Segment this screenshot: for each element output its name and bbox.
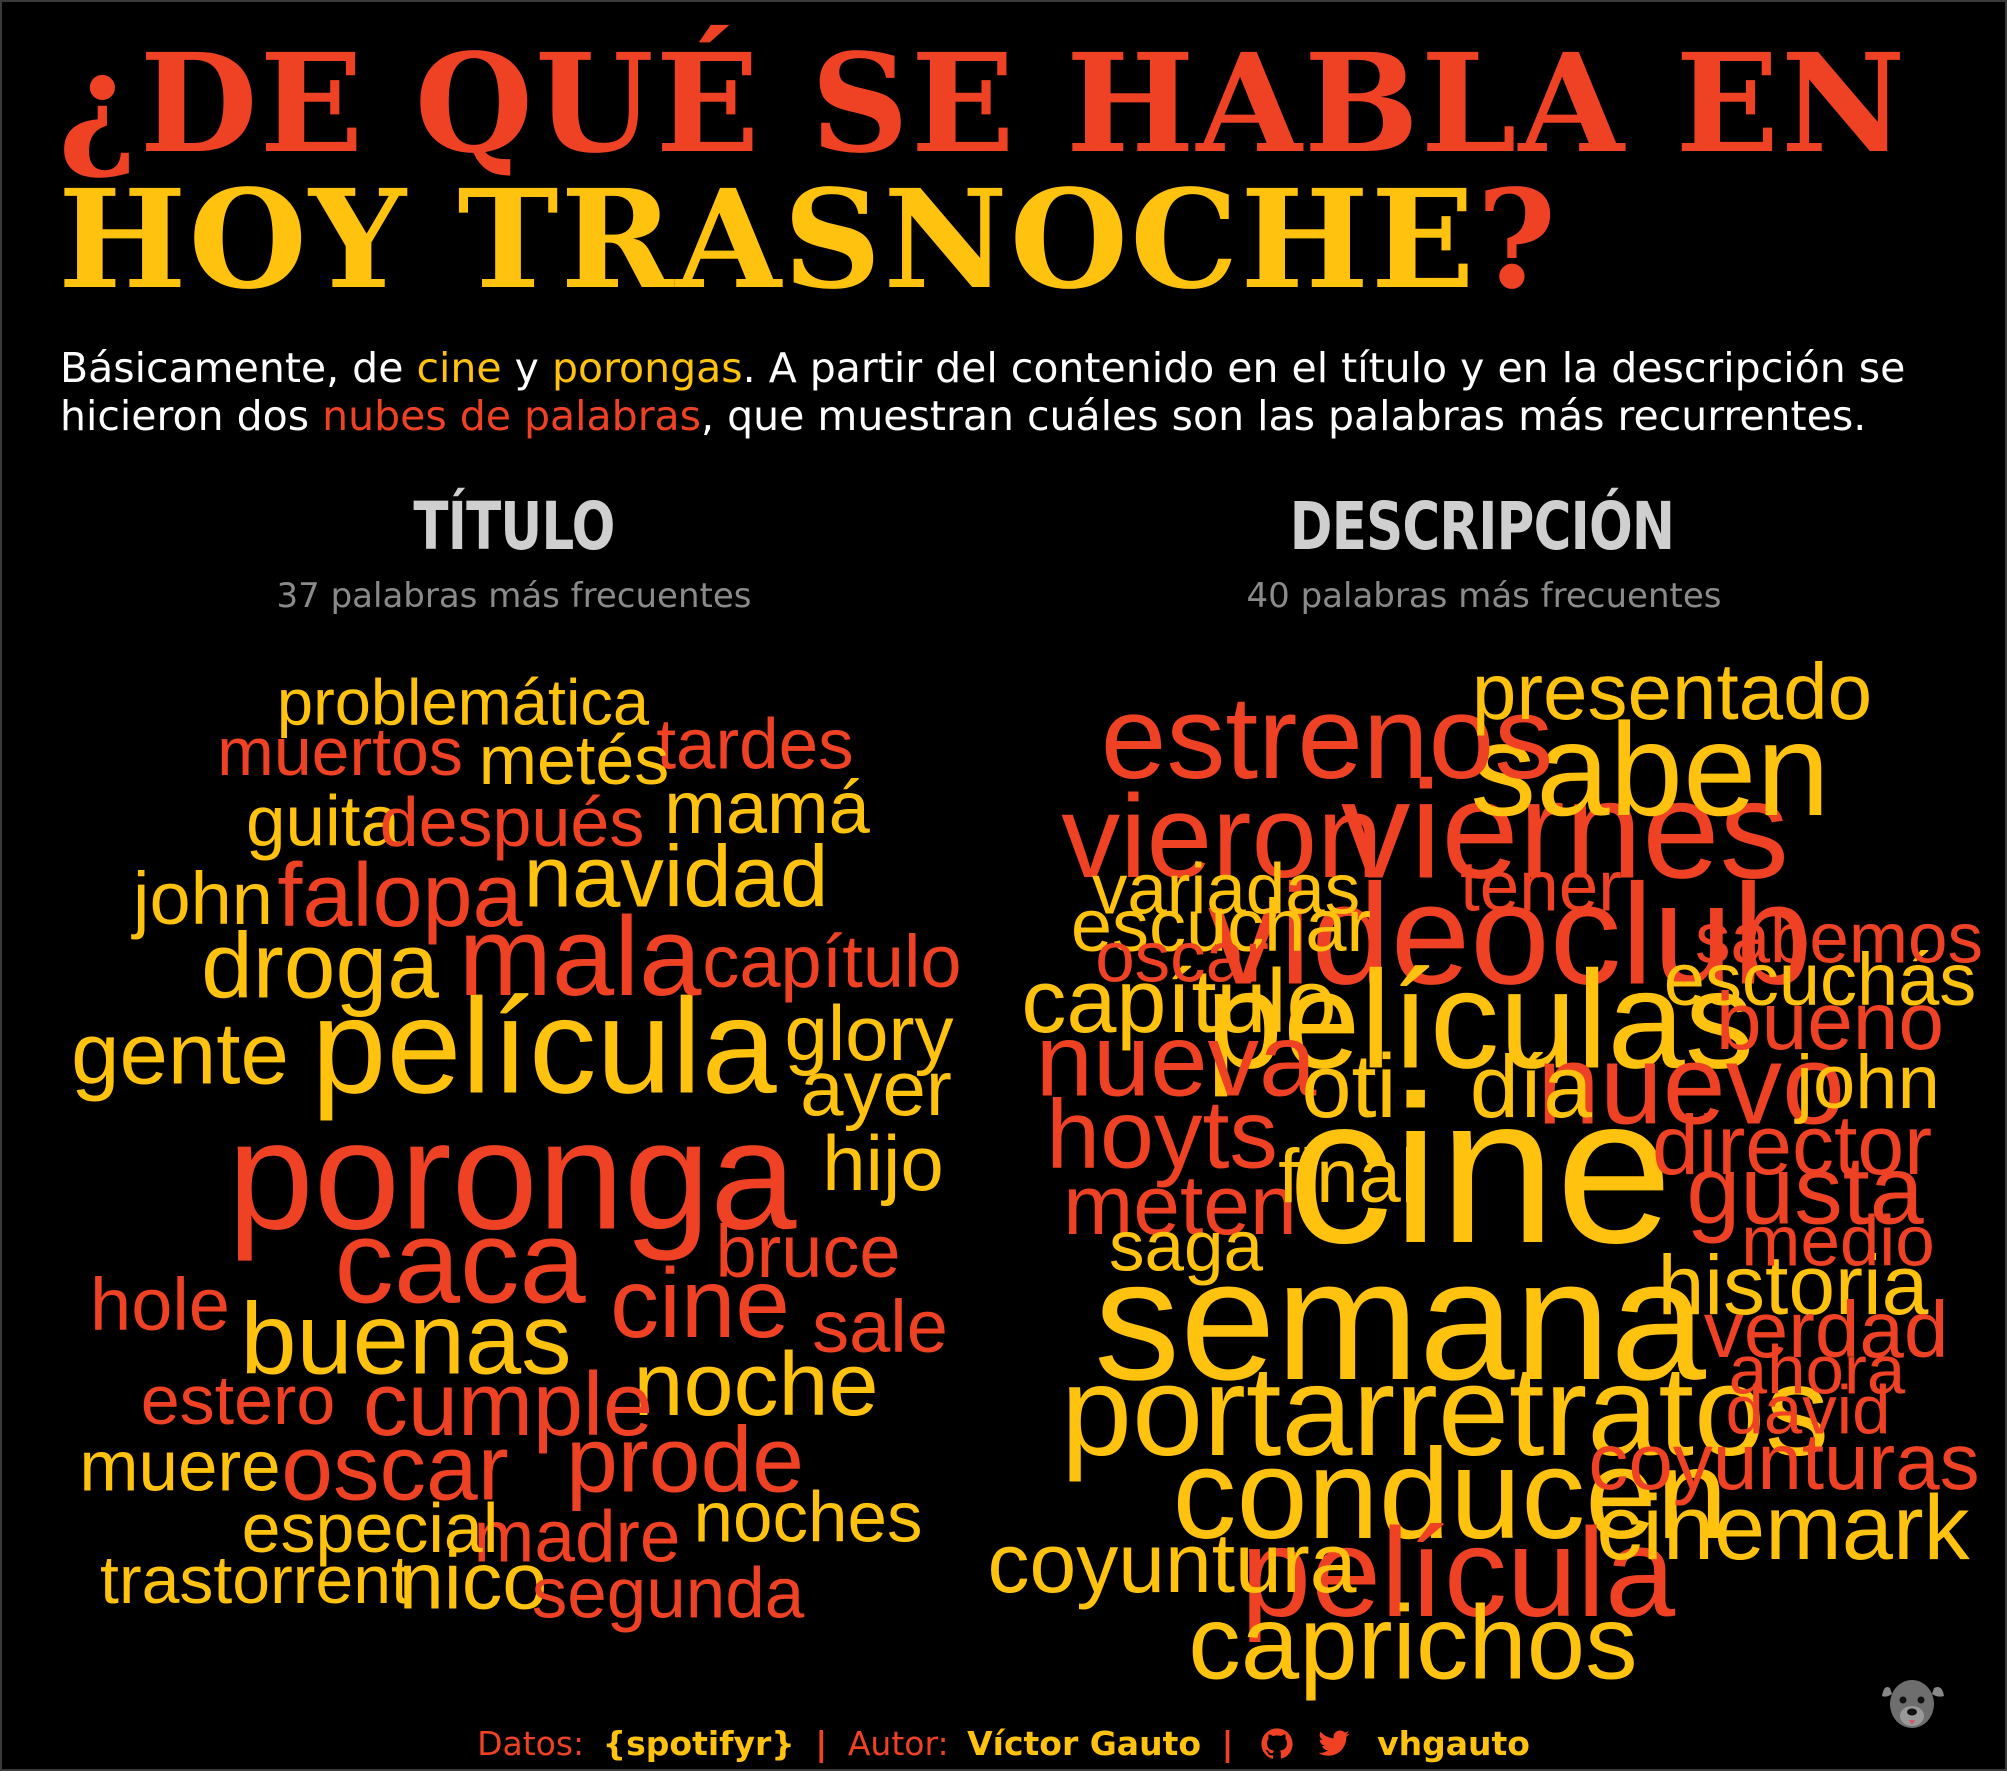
panel-title-left: TÍTULO [413,488,615,565]
panel-subtitle-left: 37 palabras más frecuentes [276,576,752,616]
intro-text-part: cine [416,344,502,392]
footer-data-label: Datos: [477,1724,585,1763]
intro-text-part: nubes de palabras [322,392,702,440]
title-line-2: HOY TRASNOCHE? [58,160,1558,320]
panel-subtitle-right: 40 palabras más frecuentes [1246,576,1722,616]
github-icon[interactable] [1260,1727,1294,1761]
dog-avatar-icon [1882,1680,1944,1728]
footer-separator-1: | [815,1724,828,1763]
footer-author-label: Autor: [847,1724,949,1763]
title-question-mark: ? [1476,160,1559,320]
footer-handle[interactable]: vhgauto [1377,1724,1530,1763]
title-line-1: ¿DE QUÉ SE HABLA EN [58,24,1908,184]
footer-credits: Datos: {spotifyr} | Autor: Víctor Gauto … [0,1722,2007,1763]
footer-author-value: Víctor Gauto [967,1724,1202,1763]
intro-text-part: , que muestran cuáles son las palabras m… [701,392,1867,440]
footer-data-value: {spotifyr} [602,1724,795,1763]
intro-text-part: Básicamente, de [60,344,417,392]
panel-title-right: DESCRIPCIÓN [1289,488,1675,565]
intro-text-part: y [501,344,552,392]
intro-text-part: porongas [551,344,743,392]
intro-text-part: . A partir del contenido en el título y … [60,344,1906,440]
title-line-2-main: HOY TRASNOCHE [58,160,1477,320]
footer-separator-2: | [1221,1724,1234,1763]
intro-text: Básicamente, de cine y porongas. A parti… [60,344,1960,440]
twitter-icon[interactable] [1317,1727,1351,1761]
